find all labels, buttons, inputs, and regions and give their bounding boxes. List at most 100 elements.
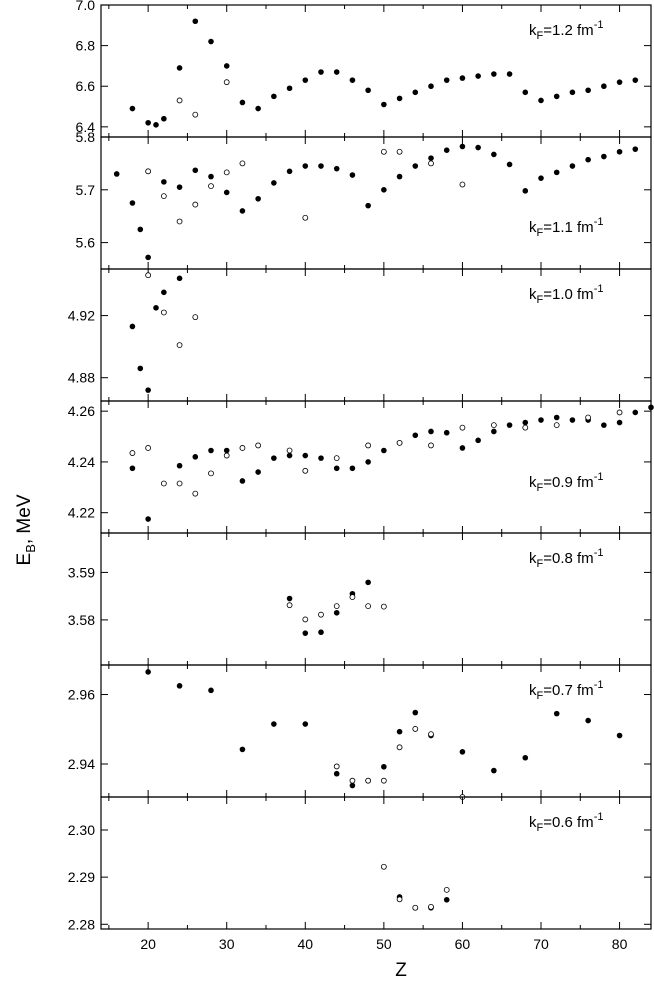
data-point-filled [286, 595, 293, 602]
data-point-filled [145, 387, 151, 393]
y-tick-label: 4.22 [68, 505, 95, 521]
data-point-filled [616, 148, 623, 155]
data-point-filled [137, 226, 144, 233]
data-point-open [145, 272, 152, 279]
panel-1: 5.6 5.7 5.8 kF=1.1 fm-1 [76, 129, 652, 270]
data-point-filled [443, 896, 450, 903]
data-point-filled [506, 161, 513, 168]
x-tick-label: 70 [533, 936, 549, 952]
data-point-filled [302, 163, 309, 169]
panel-label-part: -1 [594, 679, 604, 691]
data-point-filled [522, 188, 529, 194]
data-point-filled [176, 462, 183, 469]
data-point-filled [161, 289, 167, 296]
data-point-filled [333, 69, 340, 75]
data-point-filled [475, 144, 481, 151]
data-point-filled [349, 782, 356, 789]
y-axis-title-sub: B [23, 544, 38, 553]
data-point-open [412, 726, 419, 732]
data-point-open [396, 439, 403, 446]
data-point-open [585, 414, 592, 421]
data-point-filled [632, 146, 639, 152]
panel-frame [100, 796, 652, 930]
data-point-filled [176, 65, 183, 71]
panel-label-part: F [537, 227, 544, 239]
data-point-filled [616, 732, 623, 739]
y-tick-label: 6.6 [76, 78, 96, 94]
panel-label-part: F [537, 294, 544, 306]
data-point-open [522, 424, 529, 431]
data-point-filled [428, 155, 434, 161]
data-point-filled [522, 419, 529, 426]
y-tick-label: 6.8 [76, 38, 96, 54]
panel-label-part: -1 [594, 19, 604, 31]
data-point-filled [129, 323, 136, 330]
data-point-filled [318, 163, 324, 169]
data-point-open [176, 218, 183, 225]
data-point-filled [192, 167, 199, 174]
panel-4: 3.58 3.59 kF=0.8 fm-1 [68, 532, 652, 666]
panel-label-part: k [529, 219, 537, 236]
data-point-open [396, 744, 403, 751]
x-tick-label: 60 [455, 936, 471, 952]
data-point-open [286, 447, 293, 454]
y-tick-label: 5.7 [76, 182, 96, 198]
data-point-filled [648, 404, 654, 411]
data-point-filled [585, 717, 591, 724]
x-tick-label: 20 [140, 936, 156, 952]
data-point-filled [333, 770, 340, 777]
panel-label-part: F [537, 482, 544, 494]
data-point-filled [616, 419, 623, 426]
y-tick-label: 4.26 [68, 403, 95, 419]
data-point-filled [302, 77, 309, 83]
data-point-filled [176, 184, 183, 190]
data-point-open [176, 480, 183, 487]
panel-label: kF=0.6 fm-1 [529, 811, 603, 834]
data-point-filled [129, 465, 136, 472]
data-point-filled [129, 200, 136, 206]
data-point-filled [396, 173, 403, 180]
data-point-filled [601, 83, 607, 90]
data-point-open [365, 603, 372, 610]
data-point-filled [271, 721, 277, 727]
data-point-filled [632, 77, 639, 83]
panel-6: 2.28 2.29 2.30 kF=0.6 fm-1 [68, 796, 652, 932]
data-point-open [380, 603, 387, 610]
data-point-open [349, 594, 356, 601]
data-point-filled [161, 179, 167, 185]
panel-label-part: F [537, 822, 544, 834]
data-point-filled [443, 429, 450, 436]
data-point-filled [553, 710, 560, 717]
data-point-filled [538, 175, 544, 181]
data-point-open [255, 442, 262, 449]
data-point-filled [318, 69, 324, 75]
data-point-filled [239, 99, 246, 106]
y-axis-title-rest: , MeV [14, 494, 35, 544]
panel-2: 4.88 4.92 kF=1.0 fm-1 [68, 268, 652, 402]
x-tick-label: 40 [297, 936, 313, 952]
data-point-filled [553, 414, 560, 421]
y-tick-label: 4.24 [68, 454, 95, 470]
data-point-open [333, 455, 340, 462]
y-tick-label: 2.30 [68, 822, 95, 838]
data-point-filled [365, 459, 371, 465]
data-point-filled [553, 169, 560, 176]
data-point-open [208, 183, 214, 190]
panel-label-part: F [537, 558, 544, 570]
panel-label-part: =0.6 fm [543, 814, 593, 831]
data-point-filled [616, 79, 623, 85]
data-point-filled [223, 447, 230, 454]
panel-label-part: =0.8 fm [543, 550, 593, 567]
data-point-filled [208, 687, 214, 694]
data-point-filled [302, 721, 309, 727]
data-point-filled [192, 18, 199, 25]
x-axis-title: Z [395, 960, 407, 981]
data-point-filled [585, 87, 591, 94]
panel-label-part: k [529, 474, 537, 491]
data-point-open [302, 214, 309, 221]
data-point-open [443, 886, 450, 893]
data-point-open [428, 442, 434, 449]
data-point-open [176, 97, 183, 104]
data-point-filled [286, 85, 293, 92]
data-point-open [553, 422, 560, 429]
